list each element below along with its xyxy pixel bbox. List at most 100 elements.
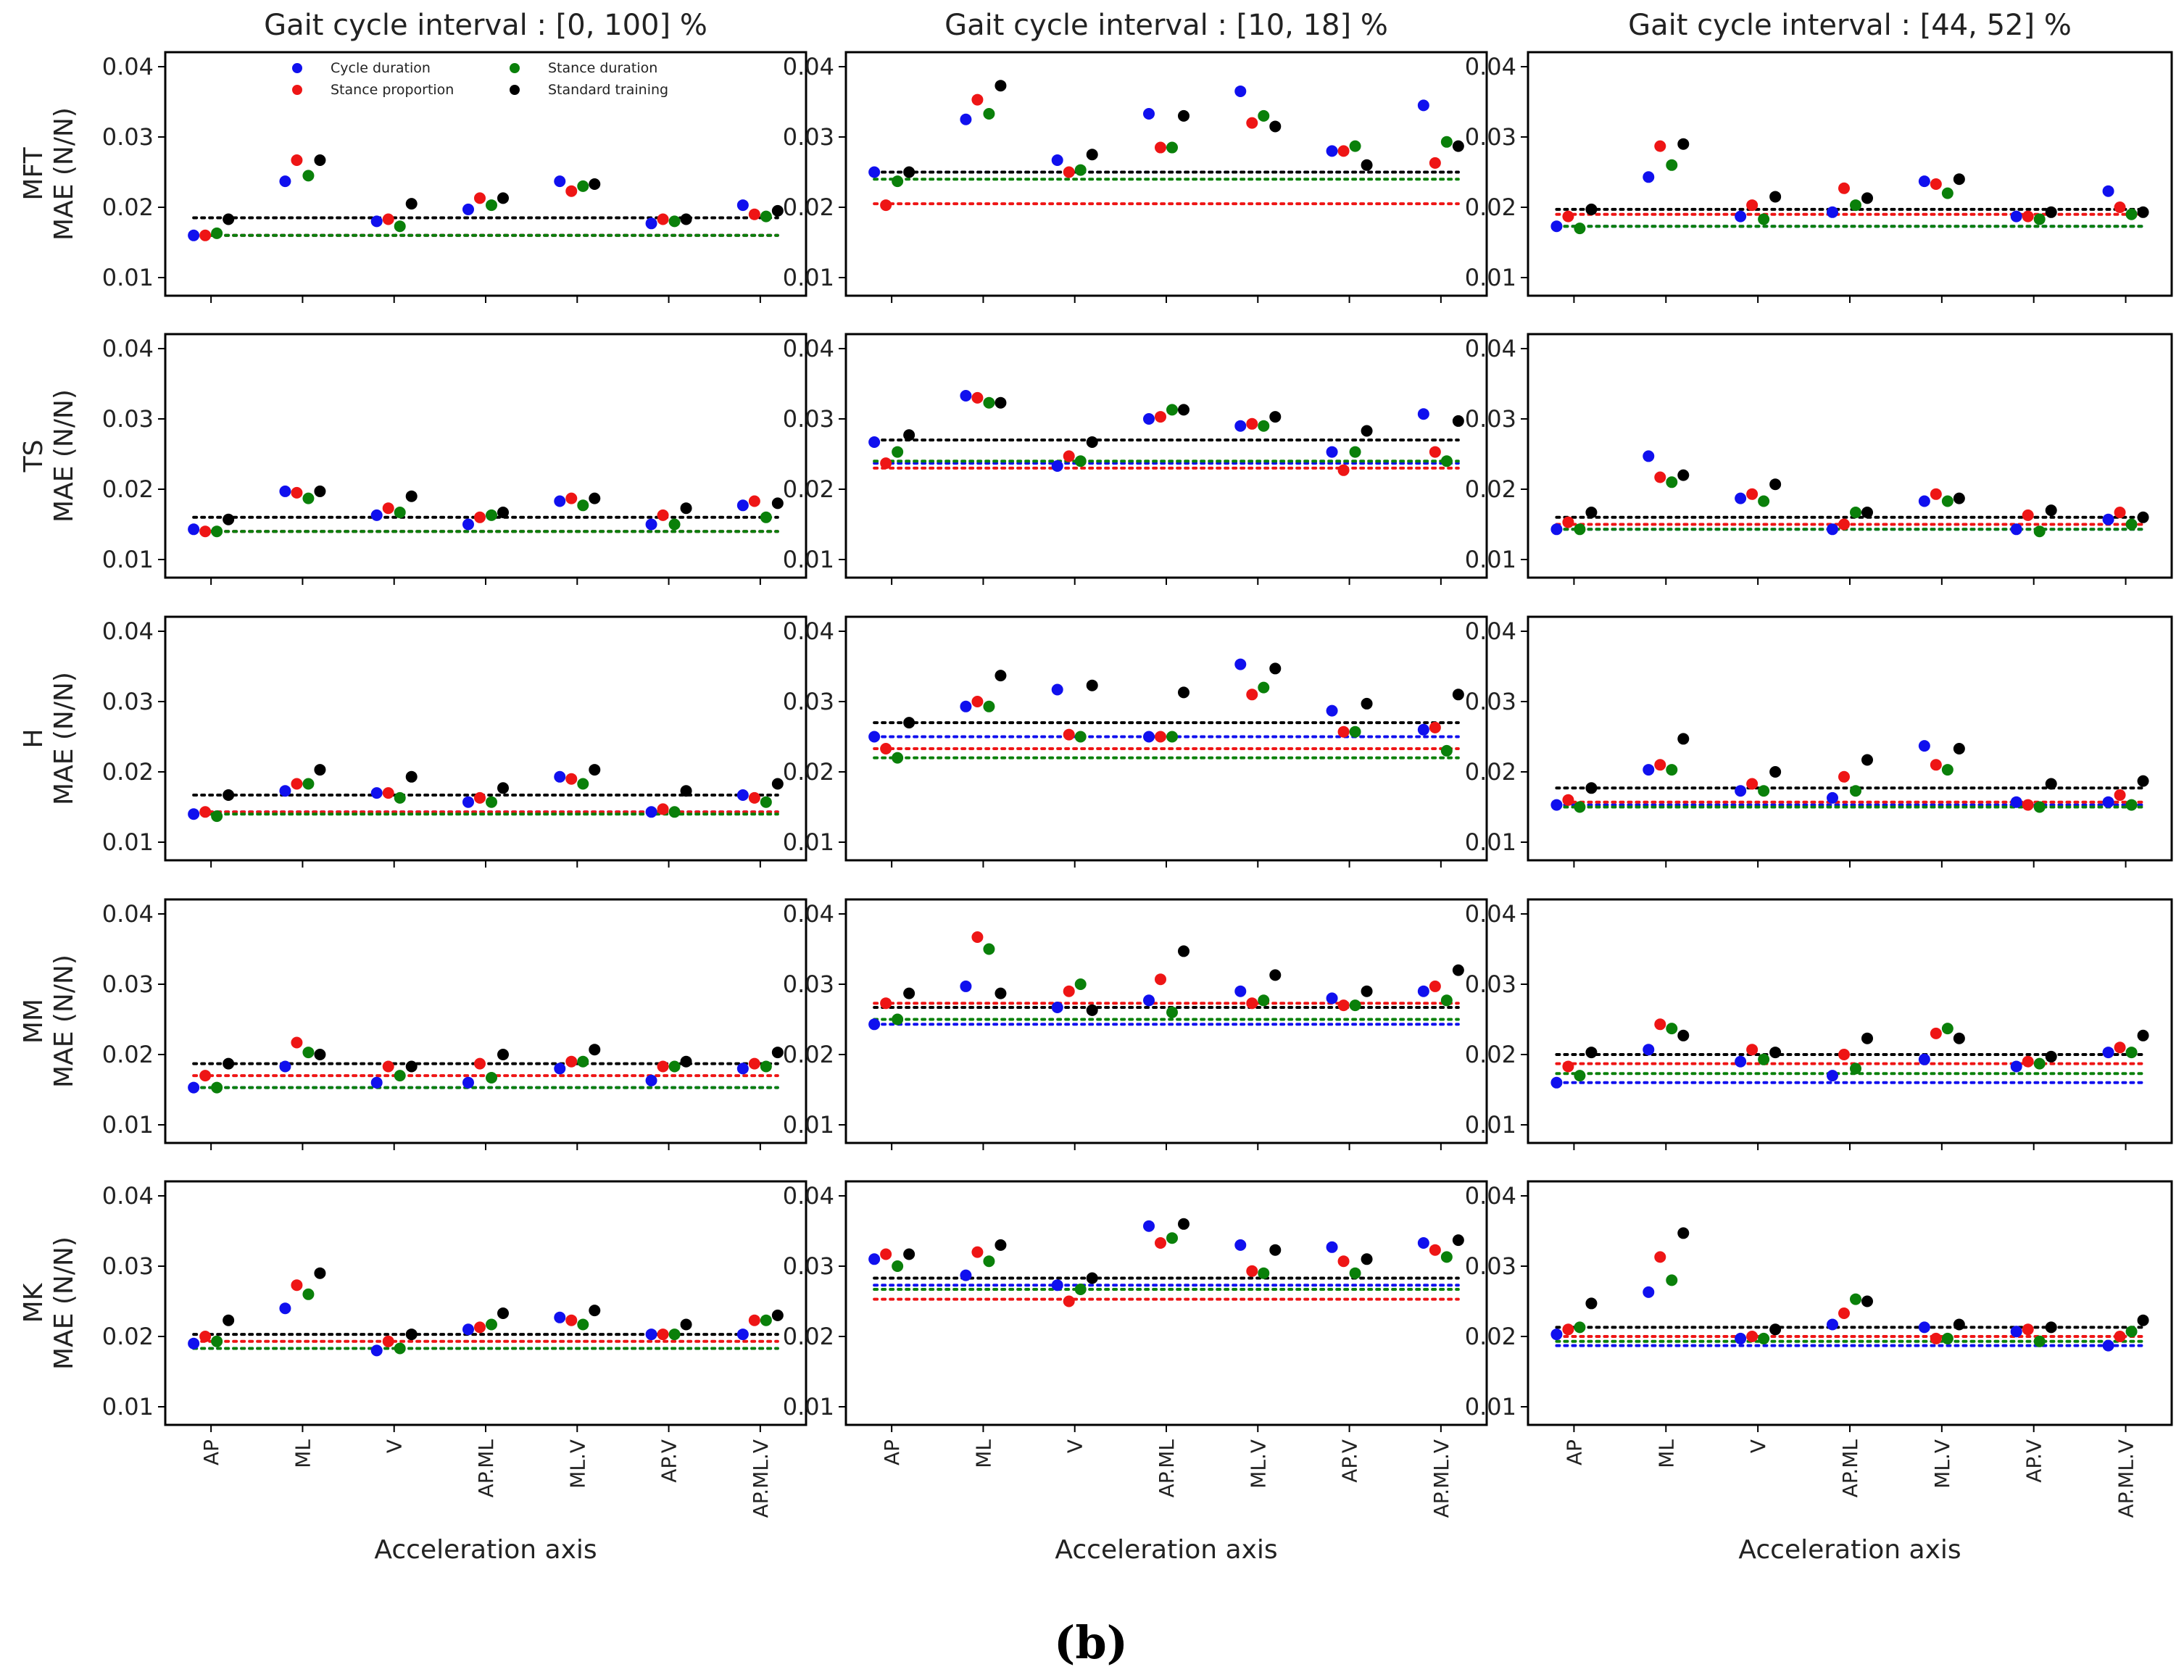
point-cycle-duration	[1643, 450, 1655, 462]
point-stance-duration	[1666, 476, 1678, 488]
panel-h-2: 0.01 0.02 0.03 0.04	[1465, 615, 2173, 868]
x-tick-label: AP.V	[2022, 1439, 2046, 1483]
point-standard-training	[405, 490, 418, 502]
column-title-0: Gait cycle interval : [0, 100] %	[264, 9, 707, 42]
point-standard-training	[1769, 766, 1782, 778]
point-cycle-duration	[645, 806, 657, 818]
point-cycle-duration	[1735, 210, 1747, 223]
point-stance-proportion	[1654, 759, 1666, 771]
row-label-h: H MAE (N/N)	[19, 672, 79, 805]
x-tick-label: AP	[880, 1439, 904, 1465]
point-standard-training	[497, 1307, 509, 1319]
y-tick-label: 0.03	[102, 688, 154, 715]
point-stance-duration	[2033, 213, 2046, 225]
point-cycle-duration	[1143, 731, 1155, 743]
point-stance-proportion	[1930, 1027, 1942, 1039]
point-stance-duration	[1850, 199, 1861, 212]
row-label-mm: MM MAE (N/N)	[19, 955, 79, 1088]
point-standard-training	[314, 764, 326, 776]
panel-frame	[164, 1180, 807, 1426]
point-stance-duration	[1666, 764, 1678, 776]
point-standard-training	[1178, 945, 1189, 957]
legend-marker	[292, 63, 302, 73]
y-tick-label: 0.02	[102, 1323, 154, 1350]
x-tick-label: V	[1746, 1439, 1770, 1453]
y-tick-label: 0.04	[1465, 617, 1516, 645]
y-tick-label: 0.01	[783, 1111, 834, 1139]
point-cycle-duration	[1827, 1070, 1838, 1082]
point-stance-proportion	[1838, 770, 1850, 783]
x-axis-label-1: Acceleration axis	[1055, 1535, 1277, 1565]
y-tick-label: 0.02	[783, 1323, 834, 1350]
point-stance-duration	[486, 509, 497, 521]
panel-ts-0: 0.01 0.02 0.03 0.04	[102, 333, 807, 585]
point-stance-proportion	[291, 778, 303, 790]
point-cycle-duration	[462, 1323, 474, 1336]
point-standard-training	[589, 178, 601, 190]
y-tick-label: 0.04	[102, 1182, 154, 1210]
point-stance-proportion	[1337, 145, 1350, 157]
point-cycle-duration	[1051, 1279, 1063, 1292]
point-stance-duration	[1666, 159, 1678, 171]
point-cycle-duration	[1827, 791, 1838, 804]
row-label-mft: MFT MAE (N/N)	[19, 107, 79, 241]
y-tick-label: 0.03	[1465, 970, 1516, 998]
point-standard-training	[1953, 492, 1965, 504]
x-tick-label: ML.V	[1246, 1439, 1270, 1489]
point-cycle-duration	[1326, 992, 1338, 1005]
point-standard-training	[1861, 1295, 1873, 1307]
y-tick-label: 0.03	[102, 123, 154, 151]
point-stance-duration	[668, 1060, 681, 1073]
point-stance-proportion	[1429, 721, 1441, 733]
point-cycle-duration	[462, 203, 474, 215]
point-cycle-duration	[2010, 1326, 2022, 1338]
point-stance-proportion	[1930, 178, 1942, 190]
point-stance-proportion	[1337, 725, 1350, 738]
y-tick-label: 0.01	[1465, 264, 1516, 291]
point-cycle-duration	[736, 1063, 749, 1075]
legend-label: Standard training	[548, 82, 668, 98]
point-standard-training	[1086, 436, 1098, 449]
point-standard-training	[995, 987, 1007, 999]
point-standard-training	[680, 785, 692, 797]
point-stance-proportion	[971, 1246, 984, 1258]
point-stance-duration	[1074, 978, 1087, 990]
point-stance-duration	[1440, 744, 1453, 757]
point-stance-proportion	[1429, 980, 1441, 992]
column-title-1: Gait cycle interval : [10, 18] %	[944, 9, 1388, 42]
point-stance-proportion	[291, 1279, 303, 1292]
point-standard-training	[405, 1060, 418, 1073]
point-stance-proportion	[1930, 1332, 1942, 1344]
panel-frame	[1527, 615, 2173, 862]
point-standard-training	[1861, 192, 1873, 204]
point-cycle-duration	[1326, 1241, 1338, 1253]
point-cycle-duration	[2010, 523, 2022, 536]
y-tick-label: 0.01	[783, 828, 834, 856]
point-stance-proportion	[2114, 201, 2126, 213]
point-stance-proportion	[1246, 117, 1258, 129]
point-cycle-duration	[1918, 175, 1930, 188]
point-stance-duration	[1258, 1267, 1270, 1279]
point-stance-proportion	[748, 1057, 760, 1070]
y-tick-label: 0.04	[783, 53, 834, 80]
panel-mft-0: 0.01 0.02 0.03 0.04	[102, 51, 807, 303]
point-standard-training	[1953, 1318, 1965, 1331]
y-tick-label: 0.01	[1465, 828, 1516, 856]
x-tick-label: ML	[1654, 1439, 1678, 1468]
point-stance-duration	[1166, 1232, 1178, 1244]
point-cycle-duration	[1417, 99, 1429, 112]
point-stance-proportion	[657, 803, 669, 815]
y-tick-label: 0.02	[1465, 1041, 1516, 1068]
point-stance-proportion	[474, 511, 486, 523]
y-tick-label: 0.01	[102, 264, 154, 291]
point-stance-proportion	[1562, 516, 1574, 528]
panel-frame	[1527, 898, 2173, 1144]
point-standard-training	[1452, 415, 1464, 427]
point-standard-training	[903, 717, 915, 729]
point-stance-duration	[2033, 801, 2046, 813]
point-standard-training	[1677, 469, 1690, 481]
point-stance-proportion	[199, 229, 212, 241]
panel-frame	[164, 898, 807, 1144]
point-standard-training	[1452, 1234, 1464, 1247]
point-standard-training	[1086, 149, 1098, 161]
